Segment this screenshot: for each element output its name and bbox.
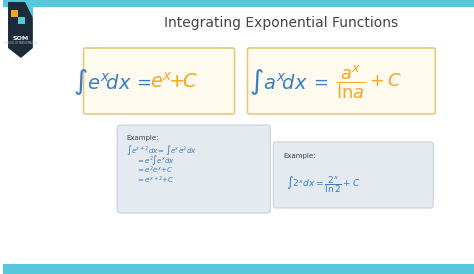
FancyBboxPatch shape (247, 48, 435, 114)
Text: $\int 2^x dx = \dfrac{2^x}{\mathrm{ln}\,2}+C$: $\int 2^x dx = \dfrac{2^x}{\mathrm{ln}\,… (286, 175, 361, 195)
Text: Example:: Example: (283, 153, 316, 159)
Text: $\int e^{x+2}dx = \int e^x e^2 dx$: $\int e^{x+2}dx = \int e^x e^2 dx$ (126, 143, 197, 157)
FancyBboxPatch shape (118, 125, 270, 213)
Text: $= e^2 e^x\!+\!C$: $= e^2 e^x\!+\!C$ (136, 164, 173, 176)
Text: $e^x\!\!+\!\!C$: $e^x\!\!+\!\!C$ (150, 72, 198, 92)
Text: SOM: SOM (12, 36, 28, 41)
Text: $=$: $=$ (310, 73, 328, 91)
Bar (3, 0, 474, 7)
FancyBboxPatch shape (83, 48, 235, 114)
Polygon shape (8, 2, 33, 58)
Bar (3, 264, 474, 274)
Text: $\int e^x\!dx$: $\int e^x\!dx$ (73, 67, 132, 97)
Bar (11, 10, 18, 17)
Text: $= e^{x+2}\!+\!C$: $= e^{x+2}\!+\!C$ (136, 174, 175, 186)
Text: $\int a^x\!dx$: $\int a^x\!dx$ (249, 67, 308, 97)
Text: $=$: $=$ (133, 73, 152, 91)
Text: SCHOOL OF MATHEMATICS: SCHOOL OF MATHEMATICS (4, 41, 37, 45)
Bar (18, 17, 25, 24)
Polygon shape (25, 2, 33, 18)
Text: $\dfrac{a^x}{\mathrm{ln}a} + C$: $\dfrac{a^x}{\mathrm{ln}a} + C$ (336, 63, 402, 101)
FancyBboxPatch shape (273, 142, 433, 208)
Text: Example:: Example: (126, 135, 159, 141)
Text: $= e^2\!\int e^x dx$: $= e^2\!\int e^x dx$ (136, 153, 175, 167)
Text: Integrating Exponential Functions: Integrating Exponential Functions (164, 16, 398, 30)
